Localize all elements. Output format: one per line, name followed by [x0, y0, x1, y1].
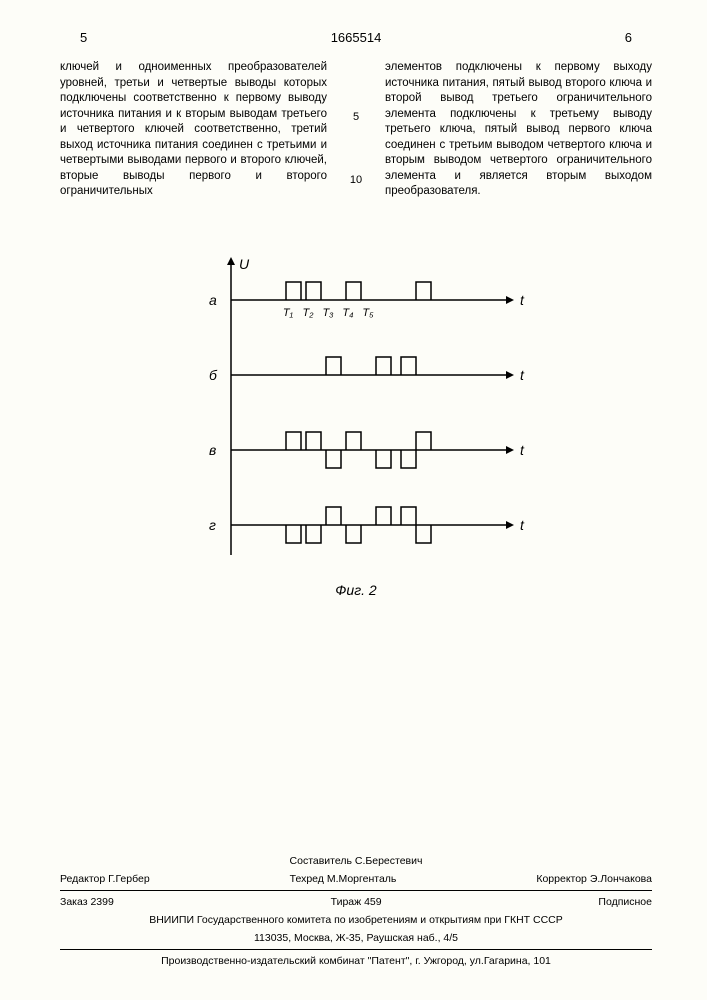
techred: Техред М.Моргенталь	[290, 873, 397, 885]
compiler: Составитель С.Берестевич	[60, 852, 652, 870]
line-numbers: 5 10	[347, 60, 365, 200]
header: 5 1665514 6	[60, 30, 652, 45]
org-line2: 113035, Москва, Ж-35, Раушская наб., 4/5	[60, 929, 652, 947]
subscription: Подписное	[598, 896, 652, 908]
linenum-10: 10	[347, 173, 365, 188]
svg-text:T₁: T₁	[283, 307, 294, 319]
figure-caption: Фиг. 2	[60, 582, 652, 598]
footer: Составитель С.Берестевич Редактор Г.Герб…	[60, 852, 652, 970]
right-column: элементов подключены к первому выходу ис…	[385, 60, 652, 200]
printer: Производственно-издательский комбинат "П…	[60, 952, 652, 970]
svg-text:t: t	[520, 442, 525, 458]
svg-text:T₂: T₂	[303, 307, 315, 319]
editor: Редактор Г.Гербер	[60, 873, 150, 885]
linenum-5: 5	[347, 110, 365, 125]
tirazh: Тираж 459	[331, 896, 382, 908]
order: Заказ 2399	[60, 896, 114, 908]
svg-text:T₅: T₅	[362, 307, 374, 319]
corrector: Корректор Э.Лончакова	[536, 873, 652, 885]
left-column: ключей и одноименных преобразователей ур…	[60, 60, 327, 200]
svg-text:t: t	[520, 517, 525, 533]
svg-text:t: t	[520, 292, 525, 308]
figure-2: Ut а t б t в t г T₁ T₂ T₃ T₄ T₅ Фиг. 2	[60, 245, 652, 598]
page-num-left: 5	[80, 30, 87, 45]
timing-diagram: Ut а t б t в t г T₁ T₂ T₃ T₄ T₅	[186, 245, 526, 575]
doc-number: 1665514	[331, 30, 382, 45]
svg-text:в: в	[209, 442, 216, 458]
svg-text:г: г	[209, 517, 216, 533]
divider	[60, 949, 652, 950]
text-columns: ключей и одноименных преобразователей ур…	[60, 60, 652, 200]
credits-row: Редактор Г.Гербер Техред М.Моргенталь Ко…	[60, 870, 652, 888]
page-num-right: 6	[625, 30, 632, 45]
order-row: Заказ 2399 Тираж 459 Подписное	[60, 893, 652, 911]
divider	[60, 890, 652, 891]
svg-text:б: б	[209, 367, 218, 383]
svg-text:t: t	[520, 367, 525, 383]
org-line1: ВНИИПИ Государственного комитета по изоб…	[60, 911, 652, 929]
svg-text:T₄: T₄	[342, 307, 353, 319]
svg-text:T₃: T₃	[322, 307, 334, 319]
svg-text:а: а	[209, 292, 217, 308]
page: 5 1665514 6 ключей и одноименных преобра…	[0, 0, 707, 1000]
svg-text:U: U	[239, 256, 250, 272]
